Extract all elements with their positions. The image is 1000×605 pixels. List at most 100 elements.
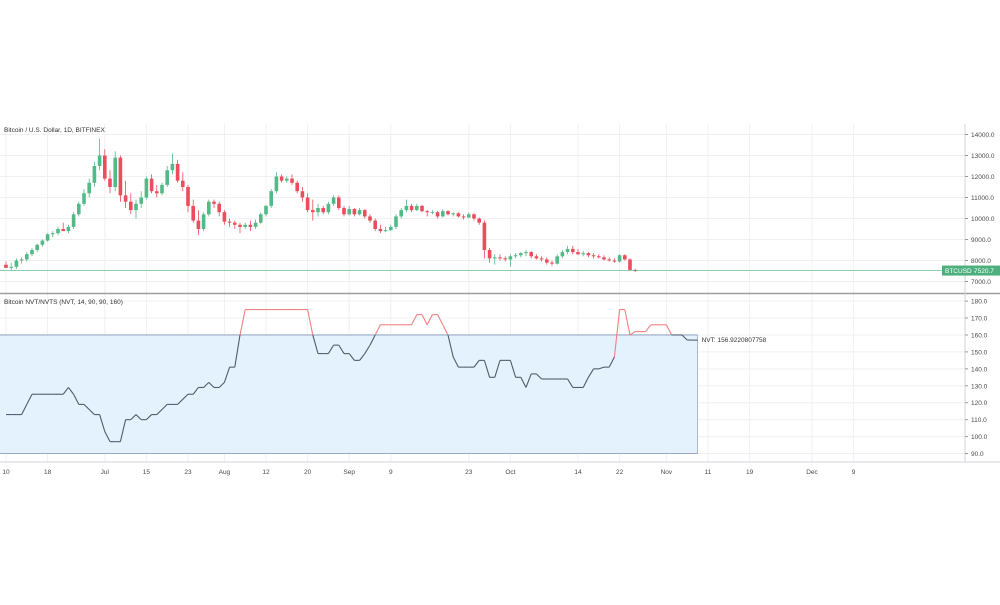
candle-body (306, 198, 310, 211)
price-tick-label: 10000.0 (971, 216, 995, 223)
candle-body (119, 158, 123, 196)
candle-body (191, 206, 195, 221)
candle-body (155, 191, 159, 193)
candle-body (457, 213, 461, 216)
candle-body (524, 252, 528, 253)
candle-body (332, 198, 336, 204)
candle-body (342, 208, 346, 214)
candle-body (51, 233, 55, 234)
candle-body (113, 158, 117, 187)
candle (337, 195, 341, 210)
candle-body (15, 261, 19, 267)
price-tick-label: 8000.0 (971, 258, 991, 265)
candle-body (150, 179, 154, 192)
candle (394, 214, 398, 229)
candle-body (35, 245, 39, 250)
candle-body (545, 259, 549, 262)
candle-body (321, 208, 325, 212)
nvt-tick-label: 140.0 (971, 366, 988, 373)
x-tick-label: 9 (852, 469, 856, 476)
candle-body (295, 183, 299, 191)
nvt-tick-label: 130.0 (971, 383, 988, 390)
candle-body (581, 253, 585, 254)
candle-body (389, 227, 393, 230)
candle (207, 200, 211, 217)
candle-body (301, 191, 305, 197)
candle-body (87, 183, 91, 194)
x-tick-label: 23 (184, 469, 192, 476)
candle-body (493, 257, 497, 258)
candle-body (628, 259, 632, 270)
candle-body (571, 249, 575, 252)
candle-body (451, 213, 455, 214)
candle-body (488, 250, 492, 258)
candle-body (56, 229, 60, 233)
x-tick-label: Nov (661, 469, 673, 476)
candle-body (311, 210, 315, 212)
x-tick-label: 9 (389, 469, 393, 476)
candle-body (228, 222, 232, 223)
candle-body (243, 225, 247, 227)
candle-body (337, 198, 341, 209)
candle-body (425, 211, 429, 212)
candle-body (129, 202, 133, 210)
candle-body (160, 185, 164, 193)
x-tick-label: 14 (574, 469, 582, 476)
price-tick-label: 13000.0 (971, 153, 995, 160)
candle-body (472, 214, 476, 218)
candle-body (139, 198, 143, 204)
nvt-tick-label: 120.0 (971, 400, 988, 407)
candle-body (181, 181, 185, 187)
candle-body (233, 223, 237, 225)
candle-body (358, 210, 362, 214)
candle-body (613, 261, 617, 262)
price-tick-label: 12000.0 (971, 174, 995, 181)
candle-body (483, 223, 487, 250)
candle (269, 189, 273, 208)
candle-body (20, 259, 24, 260)
candle-body (254, 223, 258, 227)
candle-body (264, 206, 268, 214)
candle-body (353, 209, 357, 214)
candle-body (441, 211, 445, 216)
price-tick-label: 11000.0 (971, 195, 994, 202)
candle-body (529, 252, 533, 256)
candle-body (25, 254, 29, 259)
candle-body (519, 253, 523, 255)
candle-body (82, 193, 86, 204)
candle (420, 205, 424, 212)
x-tick-label: Dec (806, 469, 818, 476)
candle-body (587, 253, 591, 255)
x-tick-label: Aug (219, 469, 231, 476)
candle-body (467, 214, 471, 217)
x-tick-label: 11 (705, 469, 712, 476)
candle-body (98, 156, 102, 167)
candle-body (165, 170, 169, 185)
candle-body (77, 204, 81, 215)
candle-body (61, 229, 65, 231)
candle-body (368, 216, 372, 220)
candle-body (316, 208, 320, 212)
candle-body (72, 214, 76, 227)
last-price-symbol: BTCUSD · (945, 268, 976, 275)
candle-body (327, 204, 331, 212)
candle-body (498, 257, 502, 258)
candle-body (566, 249, 570, 252)
candle-body (176, 164, 180, 181)
price-tick-label: 7000.0 (971, 279, 991, 286)
candle-body (602, 257, 606, 259)
candle-body (259, 214, 263, 222)
candle-body (555, 256, 559, 263)
candle-body (9, 267, 13, 268)
candle (72, 212, 76, 229)
candle (202, 212, 206, 231)
candle-body (394, 216, 398, 227)
price-tick-label: 9000.0 (971, 237, 991, 244)
nvt-tick-label: 100.0 (971, 434, 988, 441)
last-price-value: 7520.7 (974, 268, 994, 275)
candle-body (67, 227, 71, 231)
candle-body (623, 255, 627, 259)
nvt-last-label: NVT: 156.9220807758 (702, 337, 767, 344)
